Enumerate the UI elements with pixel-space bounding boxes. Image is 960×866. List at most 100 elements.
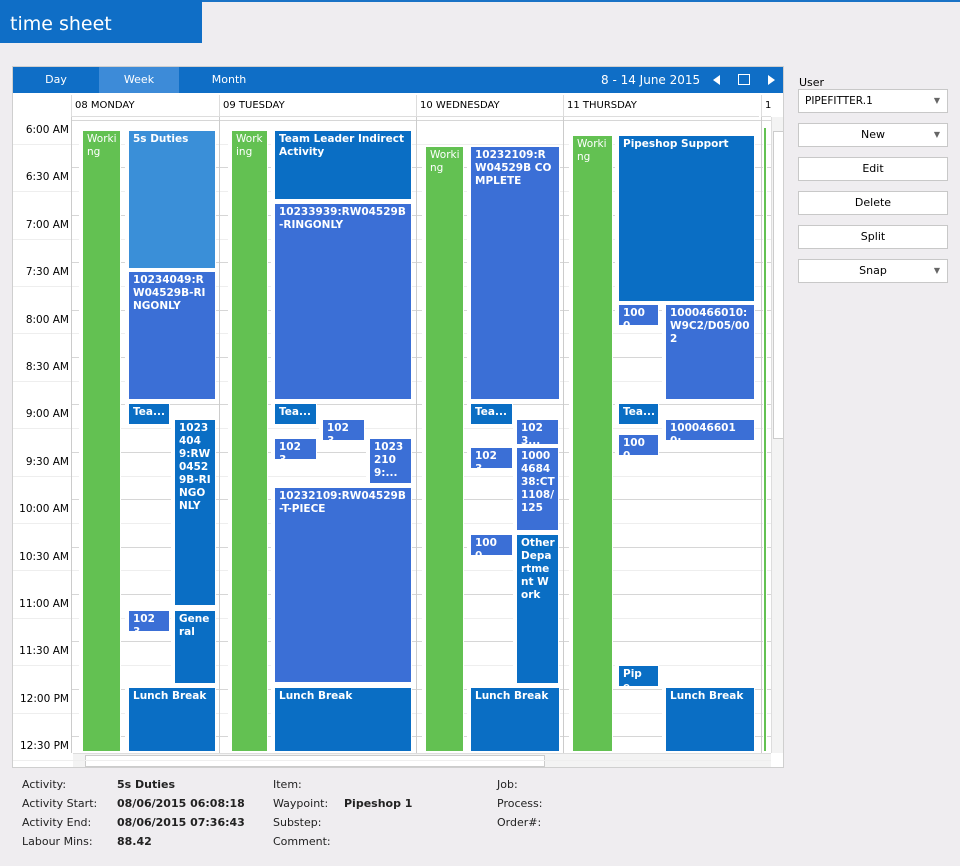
day-header: 11 THURSDAY: [563, 95, 759, 117]
grid-line: [71, 428, 771, 430]
detail-label: Job:: [497, 778, 518, 791]
calendar-icon[interactable]: [738, 74, 750, 85]
event[interactable]: Tea...: [467, 403, 513, 425]
grid-line: [13, 380, 71, 382]
event[interactable]: 1023...: [513, 419, 559, 445]
event[interactable]: 1023...: [319, 419, 365, 441]
event[interactable]: Pipeshop Support: [615, 135, 755, 302]
grid-line: [13, 333, 71, 335]
event[interactable]: 10233939:RW04529B-RINGONLY: [271, 203, 412, 400]
event[interactable]: Working: [569, 135, 613, 752]
time-label: 8:30 AM: [25, 361, 69, 373]
event[interactable]: Other Department Work: [513, 534, 559, 684]
user-select[interactable]: PIPEFITTER.1 ▼: [798, 89, 948, 113]
event[interactable]: 1000468438:CT1108/125: [513, 447, 559, 531]
grid-line: [71, 333, 771, 335]
event[interactable]: Lunch Break: [662, 687, 755, 752]
grid-line: [71, 594, 771, 595]
grid-line: [71, 712, 771, 714]
grid-line: [71, 214, 771, 216]
day-header: 09 TUESDAY: [219, 95, 416, 117]
event[interactable]: 1023...: [125, 610, 170, 632]
event[interactable]: Tea...: [125, 403, 170, 425]
grid-line: [71, 546, 771, 548]
button[interactable]: New ▼: [798, 123, 948, 147]
detail-value: Pipeshop 1: [344, 797, 413, 810]
event[interactable]: Working: [422, 146, 464, 752]
detail-label: Substep:: [273, 816, 322, 829]
time-label: 12:00 PM: [20, 692, 69, 705]
event[interactable]: Lunch Break: [125, 687, 216, 752]
col-line: [563, 117, 564, 753]
event[interactable]: 10232109:...: [366, 438, 412, 484]
grid-line: [71, 143, 771, 145]
detail-label: Activity Start:: [22, 797, 98, 810]
grid-line: [71, 641, 771, 643]
event[interactable]: 10234049:RW04529B-RINGONLY: [171, 419, 216, 606]
view-tab[interactable]: Month: [211, 73, 247, 86]
button[interactable]: Edit: [798, 157, 948, 181]
event[interactable]: Working: [228, 130, 268, 752]
grid-line: [13, 570, 71, 572]
friday-working: [763, 127, 767, 752]
event[interactable]: 5s Duties: [125, 130, 216, 269]
event[interactable]: 1023...: [271, 438, 317, 460]
event[interactable]: 10232109:RW04529B-T-PIECE: [271, 487, 412, 683]
grid-line: [71, 191, 771, 193]
event[interactable]: 1000466010:...: [662, 419, 755, 441]
time-label: 8:00 AM: [25, 313, 69, 326]
grid-line: [71, 357, 771, 358]
button[interactable]: Delete: [798, 191, 948, 215]
time-label: 11:30 AM: [19, 645, 69, 658]
time-label: 6:00 AM: [25, 124, 69, 136]
grid-line: [71, 570, 771, 572]
grid-line: [71, 736, 771, 738]
next[interactable]: [768, 75, 775, 85]
event[interactable]: Team Leader Indirect Activity: [271, 130, 412, 200]
event[interactable]: 1000466010:W9C2/D05/002: [662, 304, 755, 400]
event[interactable]: General: [171, 610, 216, 684]
grid-line: [13, 428, 71, 430]
event[interactable]: Lunch Break: [271, 687, 412, 752]
detail-label: Order#:: [497, 816, 542, 829]
grid-line: [71, 380, 771, 382]
view-tab[interactable]: Day: [45, 73, 67, 86]
detail-value: 5s Duties: [117, 778, 176, 791]
button[interactable]: Snap ▼: [798, 259, 948, 283]
col-line: [761, 117, 762, 753]
tab[interactable]: time sheet manager ×: [0, 0, 202, 83]
grid-line: [13, 475, 71, 477]
grid-line: [13, 143, 71, 145]
event[interactable]: 10232109:RW04529B COMPLETE: [467, 146, 560, 400]
event[interactable]: 1000...: [467, 534, 513, 556]
grid-line: [71, 475, 771, 477]
event[interactable]: Working: [79, 130, 121, 752]
v-scrollbar[interactable]: [771, 117, 783, 753]
top-line: [0, 0, 960, 2]
event[interactable]: 10234049:RW04529B-RINGONLY: [125, 271, 216, 400]
col-line: [219, 117, 220, 753]
event[interactable]: Tea...: [271, 403, 317, 425]
detail-value: 08/06/2015 06:08:18: [117, 797, 245, 810]
detail-value: 08/06/2015 07:36:43: [117, 816, 245, 829]
event[interactable]: Pipe...: [615, 665, 659, 687]
time-label: 9:00 AM: [25, 408, 69, 421]
time-label: 6:30 AM: [25, 171, 69, 184]
col-line: [416, 117, 417, 753]
grid-line: [71, 262, 771, 264]
time-label: 7:30 AM: [25, 266, 69, 279]
event[interactable]: Tea...: [615, 403, 659, 425]
event[interactable]: 1023...: [467, 447, 513, 469]
time-label: 9:30 AM: [25, 455, 69, 468]
event[interactable]: Lunch Break: [467, 687, 560, 752]
time-label: 10:00 AM: [19, 503, 69, 516]
event[interactable]: 1000...: [615, 434, 659, 456]
grid-line: [13, 191, 71, 193]
button[interactable]: Split: [798, 225, 948, 249]
prev[interactable]: [713, 75, 720, 85]
view-tab[interactable]: Week: [99, 67, 179, 93]
event[interactable]: 1000...: [615, 304, 659, 326]
dropdown-arrow: ▼: [933, 130, 940, 139]
col-line: [71, 117, 72, 753]
